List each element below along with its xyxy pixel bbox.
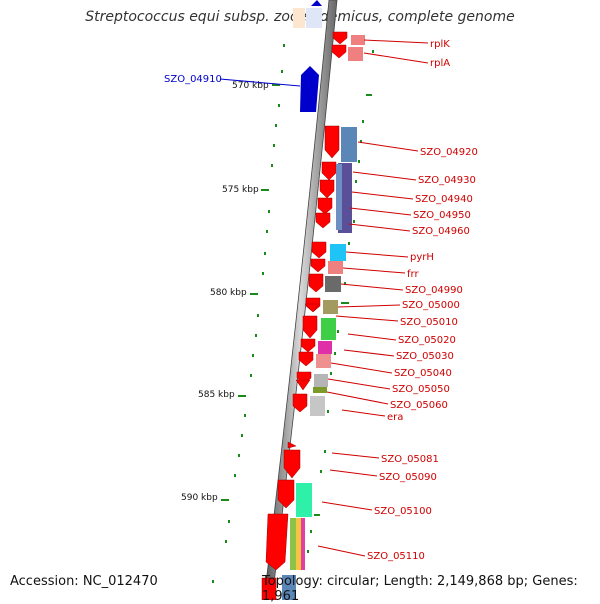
leader-lines [317, 39, 429, 557]
gene-label[interactable]: SZO_05090 [379, 472, 437, 483]
gc-dots-right [307, 50, 374, 553]
gene-label[interactable]: rplA [430, 58, 450, 69]
gene-label[interactable]: SZO_04920 [420, 147, 478, 158]
gene-label[interactable]: SZO_05100 [374, 506, 432, 517]
gene-label[interactable]: SZO_05020 [398, 335, 456, 346]
kbp-label-575: 575 kbp [222, 185, 259, 195]
gene-label[interactable]: SZO_05110 [367, 551, 425, 562]
genome-backbone [263, 0, 338, 600]
gene-label[interactable]: SZO_05050 [392, 384, 450, 395]
gene-label[interactable]: SZO_05000 [402, 300, 460, 311]
top-orange-box [293, 8, 305, 28]
gene-label[interactable]: SZO_05060 [390, 400, 448, 411]
cog-boxes [282, 35, 365, 600]
kbp-label-580: 580 kbp [210, 288, 247, 298]
gene-label[interactable]: SZO_05040 [394, 368, 452, 379]
kbp-ticks [221, 84, 280, 501]
kbp-label-590: 590 kbp [181, 493, 218, 503]
gene-label[interactable]: SZO_05010 [400, 317, 458, 328]
gene-szo-04910-leader [219, 78, 301, 87]
gene-arrows[interactable] [261, 31, 348, 600]
kbp-label-585: 585 kbp [198, 390, 235, 400]
gene-label[interactable]: era [387, 412, 403, 423]
gene-label[interactable]: SZO_04940 [415, 194, 473, 205]
kbp-label-570: 570 kbp [232, 81, 269, 91]
top-shaded-box [306, 8, 322, 28]
gene-label-szo-04910[interactable]: SZO_04910 [164, 74, 222, 85]
gene-label[interactable]: SZO_04950 [413, 210, 471, 221]
gene-label[interactable]: SZO_04990 [405, 285, 463, 296]
gene-label[interactable]: SZO_05081 [381, 454, 439, 465]
top-blue-marker [311, 0, 322, 6]
gene-label[interactable]: SZO_04960 [412, 226, 470, 237]
gene-label[interactable]: pyrH [410, 252, 434, 263]
gene-label[interactable]: SZO_04930 [418, 175, 476, 186]
gene-label[interactable]: frr [407, 269, 419, 280]
accession-text: Accession: NC_012470 [10, 574, 158, 589]
gene-szo-04910-arrow[interactable] [300, 66, 319, 112]
gene-label[interactable]: SZO_05030 [396, 351, 454, 362]
gene-label[interactable]: rplK [430, 39, 450, 50]
gc-dots [212, 44, 285, 583]
